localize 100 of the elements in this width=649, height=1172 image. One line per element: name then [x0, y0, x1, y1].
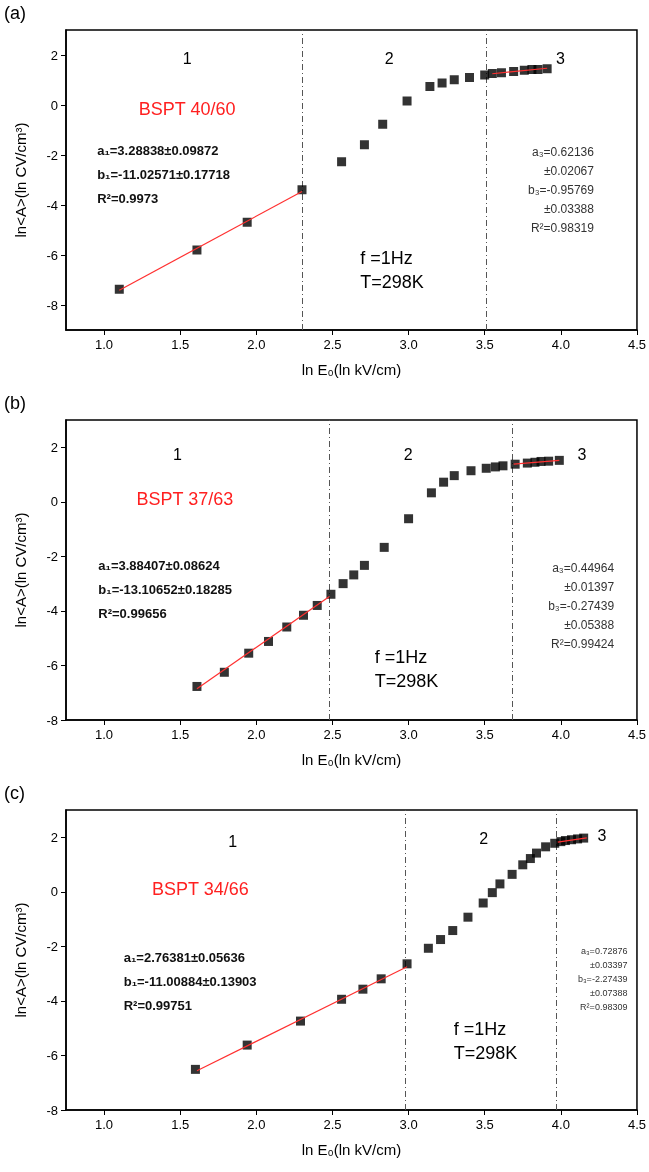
point	[480, 70, 490, 80]
x-tick-label: 2.5	[323, 337, 342, 352]
y-axis-title: ln<A>(ln CV/cm³)	[12, 902, 29, 1018]
point	[448, 926, 458, 936]
x-axis-title: ln E₀(ln kV/cm)	[301, 751, 402, 768]
point	[402, 959, 412, 969]
annotation: a₁=2.76381±0.05636 b₁=-11.00884±0.13903 R²=0.99751	[123, 950, 257, 1014]
x-tick-label: 3.5	[475, 1117, 494, 1132]
y-tick-label: -6	[46, 247, 58, 263]
point	[542, 64, 552, 74]
y-tick-label: -4	[46, 197, 58, 213]
annotation: a₃=0.72876 ±0.03397 b₃=-2.27439 ±0.07388 R²=0.98309	[577, 945, 628, 1012]
y-tick-label: -8	[46, 297, 58, 313]
x-tick-label: 1.5	[171, 1117, 190, 1132]
point	[466, 466, 476, 476]
point	[404, 514, 414, 524]
point	[297, 185, 307, 195]
chart-title: (a)	[4, 3, 26, 23]
annotation: 2	[479, 829, 489, 847]
point	[436, 935, 446, 945]
y-axis-title: ln<A>(ln CV/cm³)	[12, 512, 29, 628]
x-tick-label: 2.0	[247, 337, 266, 352]
point	[481, 463, 491, 473]
x-tick-label: 1.5	[171, 727, 190, 742]
annotation: BSPT 40/60	[138, 99, 236, 120]
annotation: f =1Hz T=298K	[374, 647, 439, 691]
x-tick-label: 3.5	[475, 337, 494, 352]
point	[449, 75, 459, 85]
point	[518, 860, 528, 870]
point	[378, 119, 388, 129]
annotation: BSPT 34/66	[152, 879, 249, 900]
point	[423, 943, 433, 953]
annotation: a₁=3.88407±0.08624 b₁=-13.10652±0.18285 R²=0.99656	[98, 558, 232, 622]
point	[402, 96, 412, 106]
y-tick-label: -2	[46, 938, 58, 954]
y-tick-label: -6	[46, 1047, 58, 1063]
x-tick-label: 4.0	[551, 337, 570, 352]
x-tick-label: 3.5	[475, 727, 494, 742]
annotation: a₃=0.44964 ±0.01397 b₃=-0.27439 ±0.05388 R²=0.99424	[548, 560, 615, 651]
chart-title: (b)	[4, 393, 26, 413]
y-tick-label: -6	[46, 657, 58, 673]
point	[437, 78, 447, 88]
y-tick-label: 2	[50, 439, 58, 455]
x-tick-label: 3.0	[399, 337, 418, 352]
y-tick-label: 2	[50, 47, 58, 63]
annotation: f =1Hz T=298K	[453, 1019, 518, 1063]
y-tick-label: -8	[46, 712, 58, 728]
annotation: a₁=3.28838±0.09872 b₁=-11.02571±0.17718 R²=0.9973	[97, 142, 231, 206]
point	[541, 842, 551, 852]
point	[359, 560, 369, 570]
x-tick-label: 3.0	[399, 727, 418, 742]
point	[478, 898, 488, 908]
point	[554, 455, 564, 465]
annotation: a₃=0.62136 ±0.02067 b₃=-0.95769 ±0.03388 R²=0.98319	[528, 145, 595, 235]
point	[464, 73, 474, 82]
point	[439, 477, 449, 487]
annotation: 1	[172, 445, 182, 463]
y-tick-label: -4	[46, 993, 58, 1009]
y-axis-title: ln<A>(ln CV/cm³)	[12, 122, 29, 238]
point	[379, 542, 389, 552]
point	[114, 284, 124, 294]
x-tick-label: 1.0	[95, 337, 114, 352]
y-tick-label: -2	[46, 147, 58, 163]
point	[487, 69, 497, 78]
point	[359, 140, 369, 150]
annotation: 1	[228, 832, 238, 850]
annotation: 2	[403, 445, 413, 463]
point	[326, 589, 336, 599]
x-tick-label: 1.0	[95, 1117, 114, 1132]
y-tick-label: 2	[50, 829, 58, 845]
point	[425, 82, 435, 91]
y-tick-label: -2	[46, 548, 58, 564]
y-tick-label: 0	[50, 884, 58, 900]
annotation: 3	[597, 826, 607, 844]
point	[338, 579, 348, 589]
point	[337, 157, 347, 167]
annotation: 1	[182, 49, 192, 67]
x-tick-label: 4.5	[627, 337, 646, 352]
x-tick-label: 4.0	[551, 1117, 570, 1132]
point	[507, 869, 517, 879]
point	[495, 879, 505, 889]
y-tick-label: 0	[50, 494, 58, 510]
y-tick-label: 0	[50, 97, 58, 113]
point	[426, 488, 436, 498]
x-tick-label: 3.0	[399, 1117, 418, 1132]
point	[531, 848, 541, 858]
point	[487, 888, 497, 898]
x-tick-label: 4.0	[551, 727, 570, 742]
x-tick-label: 1.0	[95, 727, 114, 742]
x-tick-label: 2.0	[247, 727, 266, 742]
point	[192, 681, 202, 691]
x-tick-label: 2.5	[323, 1117, 342, 1132]
annotation: 3	[577, 445, 587, 463]
x-tick-label: 1.5	[171, 337, 190, 352]
point	[349, 570, 359, 580]
x-tick-label: 2.0	[247, 1117, 266, 1132]
x-axis-title: ln E₀(ln kV/cm)	[301, 1141, 402, 1158]
x-tick-label: 4.5	[627, 1117, 646, 1132]
x-axis-title: ln E₀(ln kV/cm)	[301, 361, 402, 378]
y-tick-label: -8	[46, 1102, 58, 1118]
